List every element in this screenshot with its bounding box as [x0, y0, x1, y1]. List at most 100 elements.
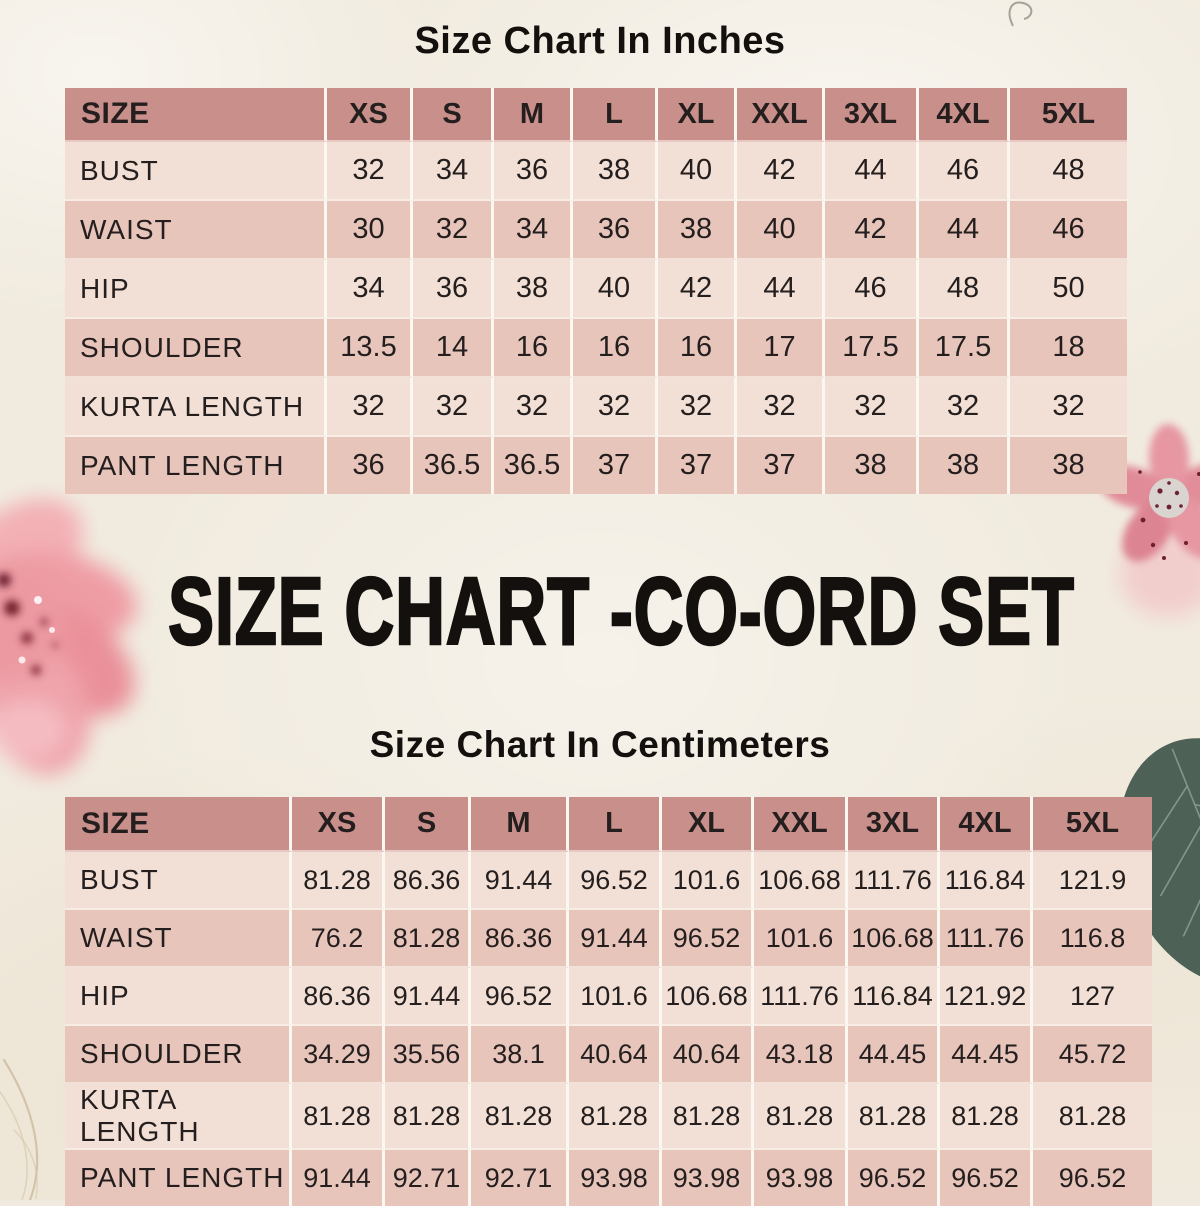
measurement-value: 111.76: [940, 910, 1033, 968]
measurement-value: 46: [825, 260, 919, 319]
measurement-value: 91.44: [385, 968, 471, 1026]
measurement-value: 86.36: [385, 852, 471, 910]
measurement-value: 50: [1010, 260, 1127, 319]
measurement-value: 16: [494, 319, 573, 378]
measurement-value: 34: [327, 260, 413, 319]
size-col-header-3xl: 3XL: [848, 797, 940, 852]
size-row-header: SIZE: [65, 797, 292, 852]
measurement-value: 96.52: [940, 1150, 1033, 1206]
measurement-value: 106.68: [754, 852, 848, 910]
size-col-header-4xl: 4XL: [919, 88, 1010, 142]
measurement-value: 36: [573, 201, 658, 260]
measurement-value: 46: [1010, 201, 1127, 260]
measurement-value: 38: [919, 437, 1010, 494]
measurement-value: 40: [737, 201, 825, 260]
size-col-header-xl: XL: [662, 797, 754, 852]
measurement-value: 81.28: [848, 1084, 940, 1150]
measurement-value: 38.1: [471, 1026, 569, 1084]
measurement-value: 101.6: [662, 852, 754, 910]
measurement-value: 30: [327, 201, 413, 260]
measurement-value: 48: [919, 260, 1010, 319]
measurement-value: 121.9: [1033, 852, 1152, 910]
measurement-value: 81.28: [292, 852, 385, 910]
measurement-row: HIP 34 36 38 40 42 44 46 48 50: [65, 260, 1127, 319]
measurement-value: 16: [573, 319, 658, 378]
measurement-label: BUST: [65, 142, 327, 201]
measurement-value: 32: [327, 142, 413, 201]
measurement-value: 42: [737, 142, 825, 201]
centimeters-table-title: Size Chart In Centimeters: [369, 724, 831, 765]
measurement-value: 101.6: [569, 968, 662, 1026]
measurement-row: KURTA LENGTH 32 32 32 32 32 32 32 32 32: [65, 378, 1127, 437]
measurement-value: 32: [573, 378, 658, 437]
measurement-value: 81.28: [569, 1084, 662, 1150]
size-col-header-m: M: [471, 797, 569, 852]
measurement-label: SHOULDER: [65, 319, 327, 378]
measurement-row: BUST 32 34 36 38 40 42 44 46 48: [65, 142, 1127, 201]
measurement-row: WAIST 30 32 34 36 38 40 42 44 46: [65, 201, 1127, 260]
measurement-label: PANT LENGTH: [65, 1150, 292, 1206]
measurement-value: 34: [494, 201, 573, 260]
measurement-value: 44: [919, 201, 1010, 260]
measurement-value: 93.98: [662, 1150, 754, 1206]
size-col-header-5xl: 5XL: [1033, 797, 1152, 852]
measurement-row: PANT LENGTH 36 36.5 36.5 37 37 37 38 38 38: [65, 437, 1127, 494]
measurement-row: BUST 81.28 86.36 91.44 96.52 101.6 106.68 111.7…: [65, 852, 1152, 910]
measurement-value: 14: [413, 319, 494, 378]
measurement-value: 92.71: [385, 1150, 471, 1206]
measurement-value: 37: [573, 437, 658, 494]
measurement-value: 96.52: [471, 968, 569, 1026]
size-col-header-l: L: [573, 88, 658, 142]
measurement-value: 34.29: [292, 1026, 385, 1084]
measurement-value: 36.5: [494, 437, 573, 494]
header-row: SIZE XS S M L XL XXL 3XL 4XL 5XL: [65, 797, 1152, 852]
measurement-value: 40.64: [569, 1026, 662, 1084]
measurement-label: SHOULDER: [65, 1026, 292, 1084]
measurement-value: 40: [573, 260, 658, 319]
measurement-value: 32: [658, 378, 737, 437]
measurement-label: KURTA LENGTH: [65, 1084, 292, 1150]
centimeters-size-table: SIZE XS S M L XL XXL 3XL 4XL 5XL BUST 81.28 86.36 91…: [65, 797, 1152, 1206]
measurement-value: 81.28: [385, 910, 471, 968]
measurement-value: 81.28: [1033, 1084, 1152, 1150]
measurement-value: 17.5: [919, 319, 1010, 378]
measurement-value: 38: [825, 437, 919, 494]
measurement-value: 48: [1010, 142, 1127, 201]
measurement-value: 37: [737, 437, 825, 494]
measurement-value: 42: [825, 201, 919, 260]
header-row: SIZE XS S M L XL XXL 3XL 4XL 5XL: [65, 88, 1127, 142]
measurement-value: 96.52: [569, 852, 662, 910]
measurement-value: 76.2: [292, 910, 385, 968]
measurement-row: WAIST 76.2 81.28 86.36 91.44 96.52 101.6 106.68…: [65, 910, 1152, 968]
measurement-value: 91.44: [292, 1150, 385, 1206]
measurement-value: 91.44: [569, 910, 662, 968]
measurement-value: 18: [1010, 319, 1127, 378]
measurement-value: 32: [825, 378, 919, 437]
measurement-value: 16: [658, 319, 737, 378]
measurement-label: PANT LENGTH: [65, 437, 327, 494]
measurement-value: 96.52: [1033, 1150, 1152, 1206]
measurement-value: 44.45: [940, 1026, 1033, 1084]
measurement-value: 93.98: [754, 1150, 848, 1206]
measurement-value: 40: [658, 142, 737, 201]
measurement-value: 32: [413, 378, 494, 437]
measurement-value: 86.36: [471, 910, 569, 968]
measurement-value: 81.28: [471, 1084, 569, 1150]
measurement-value: 121.92: [940, 968, 1033, 1026]
measurement-value: 13.5: [327, 319, 413, 378]
inches-table-title: Size Chart In Inches: [414, 20, 786, 62]
measurement-value: 38: [658, 201, 737, 260]
measurement-value: 44: [825, 142, 919, 201]
size-row-header: SIZE: [65, 88, 327, 142]
measurement-value: 32: [327, 378, 413, 437]
measurement-row: SHOULDER 34.29 35.56 38.1 40.64 40.64 43.18 44.…: [65, 1026, 1152, 1084]
size-col-header-xs: XS: [292, 797, 385, 852]
measurement-value: 37: [658, 437, 737, 494]
measurement-value: 44.45: [848, 1026, 940, 1084]
measurement-row: SHOULDER 13.5 14 16 16 16 17 17.5 17.5 18: [65, 319, 1127, 378]
measurement-value: 93.98: [569, 1150, 662, 1206]
size-col-header-5xl: 5XL: [1010, 88, 1127, 142]
measurement-value: 91.44: [471, 852, 569, 910]
measurement-row: PANT LENGTH 91.44 92.71 92.71 93.98 93.98 93.9…: [65, 1150, 1152, 1206]
